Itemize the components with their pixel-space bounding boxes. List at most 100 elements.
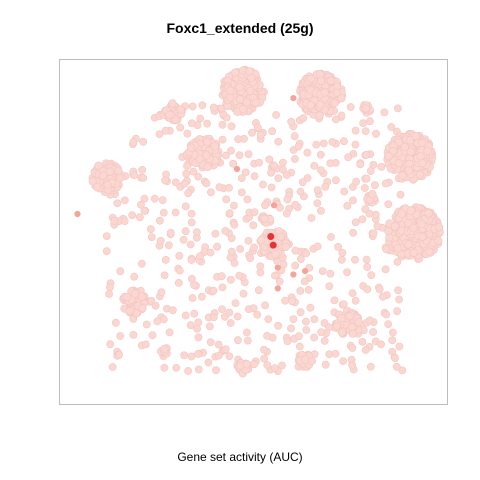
data-point bbox=[299, 114, 308, 123]
data-point bbox=[406, 147, 416, 156]
data-point bbox=[307, 356, 316, 366]
data-point bbox=[237, 174, 246, 182]
data-point bbox=[392, 362, 401, 371]
data-point bbox=[242, 98, 251, 107]
data-point bbox=[165, 110, 174, 120]
data-point bbox=[294, 142, 303, 151]
data-point bbox=[295, 342, 304, 351]
data-point bbox=[102, 247, 111, 255]
data-point bbox=[229, 159, 238, 168]
data-point bbox=[259, 345, 268, 354]
data-point bbox=[187, 256, 196, 264]
data-point bbox=[181, 227, 190, 236]
data-point bbox=[348, 289, 357, 297]
data-point bbox=[340, 187, 349, 196]
data-point bbox=[265, 155, 274, 164]
data-point bbox=[334, 242, 342, 251]
data-point bbox=[370, 181, 379, 190]
data-point bbox=[195, 154, 204, 163]
data-point bbox=[346, 103, 355, 111]
data-point bbox=[268, 127, 277, 136]
data-point bbox=[172, 363, 181, 372]
data-point bbox=[197, 292, 206, 301]
data-point bbox=[225, 184, 233, 192]
data-point bbox=[384, 200, 393, 209]
scatter-plot bbox=[74, 65, 444, 378]
data-point bbox=[282, 209, 291, 218]
data-point bbox=[157, 288, 166, 297]
data-point bbox=[242, 360, 251, 369]
data-point bbox=[211, 229, 220, 238]
data-point bbox=[278, 361, 286, 370]
data-point bbox=[391, 354, 399, 362]
data-point bbox=[243, 336, 252, 345]
data-point bbox=[301, 317, 310, 326]
data-point bbox=[194, 172, 202, 181]
data-point bbox=[348, 344, 357, 352]
data-point bbox=[179, 235, 188, 244]
data-point bbox=[94, 161, 103, 170]
data-point bbox=[338, 248, 347, 257]
data-point bbox=[188, 102, 197, 111]
data-point bbox=[209, 103, 218, 112]
data-point bbox=[358, 215, 367, 224]
data-point-highlight bbox=[290, 94, 297, 102]
data-point bbox=[275, 203, 284, 212]
data-point bbox=[264, 315, 273, 323]
data-point bbox=[287, 117, 296, 126]
data-point bbox=[300, 277, 309, 286]
data-point bbox=[373, 222, 382, 231]
data-point bbox=[409, 223, 418, 232]
data-point bbox=[338, 328, 347, 337]
data-point bbox=[325, 323, 333, 332]
data-point bbox=[332, 88, 341, 97]
data-point bbox=[203, 137, 212, 147]
data-point bbox=[279, 260, 288, 269]
data-point bbox=[187, 352, 196, 361]
data-point bbox=[227, 146, 235, 155]
data-point bbox=[244, 236, 253, 245]
data-point bbox=[171, 208, 180, 217]
data-point bbox=[260, 354, 268, 363]
data-point bbox=[230, 259, 239, 267]
data-point bbox=[103, 180, 112, 189]
data-point-highlight bbox=[74, 210, 81, 218]
data-point bbox=[214, 340, 223, 349]
data-point bbox=[129, 138, 138, 146]
data-point bbox=[369, 161, 378, 169]
data-point bbox=[225, 308, 234, 317]
data-point bbox=[187, 209, 196, 218]
data-point bbox=[267, 183, 276, 192]
data-point bbox=[377, 340, 385, 349]
data-point bbox=[122, 292, 132, 301]
data-point bbox=[328, 138, 337, 146]
data-point bbox=[296, 187, 305, 196]
data-point bbox=[218, 283, 227, 292]
data-point bbox=[366, 362, 375, 371]
data-point bbox=[88, 177, 97, 186]
data-point bbox=[274, 321, 282, 330]
data-point bbox=[384, 320, 393, 328]
data-point bbox=[148, 331, 157, 340]
data-point bbox=[332, 322, 342, 331]
data-point bbox=[381, 179, 390, 188]
data-point bbox=[92, 182, 102, 192]
data-point bbox=[382, 245, 391, 254]
data-point bbox=[250, 360, 258, 369]
data-point bbox=[137, 292, 146, 301]
data-point bbox=[203, 119, 211, 128]
data-point bbox=[281, 296, 289, 305]
data-point bbox=[114, 166, 123, 175]
data-point bbox=[354, 318, 363, 327]
data-point bbox=[244, 150, 253, 159]
data-point bbox=[150, 194, 159, 203]
data-point bbox=[120, 217, 129, 225]
data-point bbox=[99, 171, 108, 180]
data-point bbox=[235, 83, 244, 92]
data-point bbox=[168, 99, 177, 108]
data-point bbox=[316, 206, 325, 215]
data-point bbox=[102, 232, 111, 240]
data-point bbox=[434, 236, 443, 245]
data-point bbox=[186, 240, 195, 249]
chart-title: Foxc1_extended (25g) bbox=[166, 20, 314, 36]
